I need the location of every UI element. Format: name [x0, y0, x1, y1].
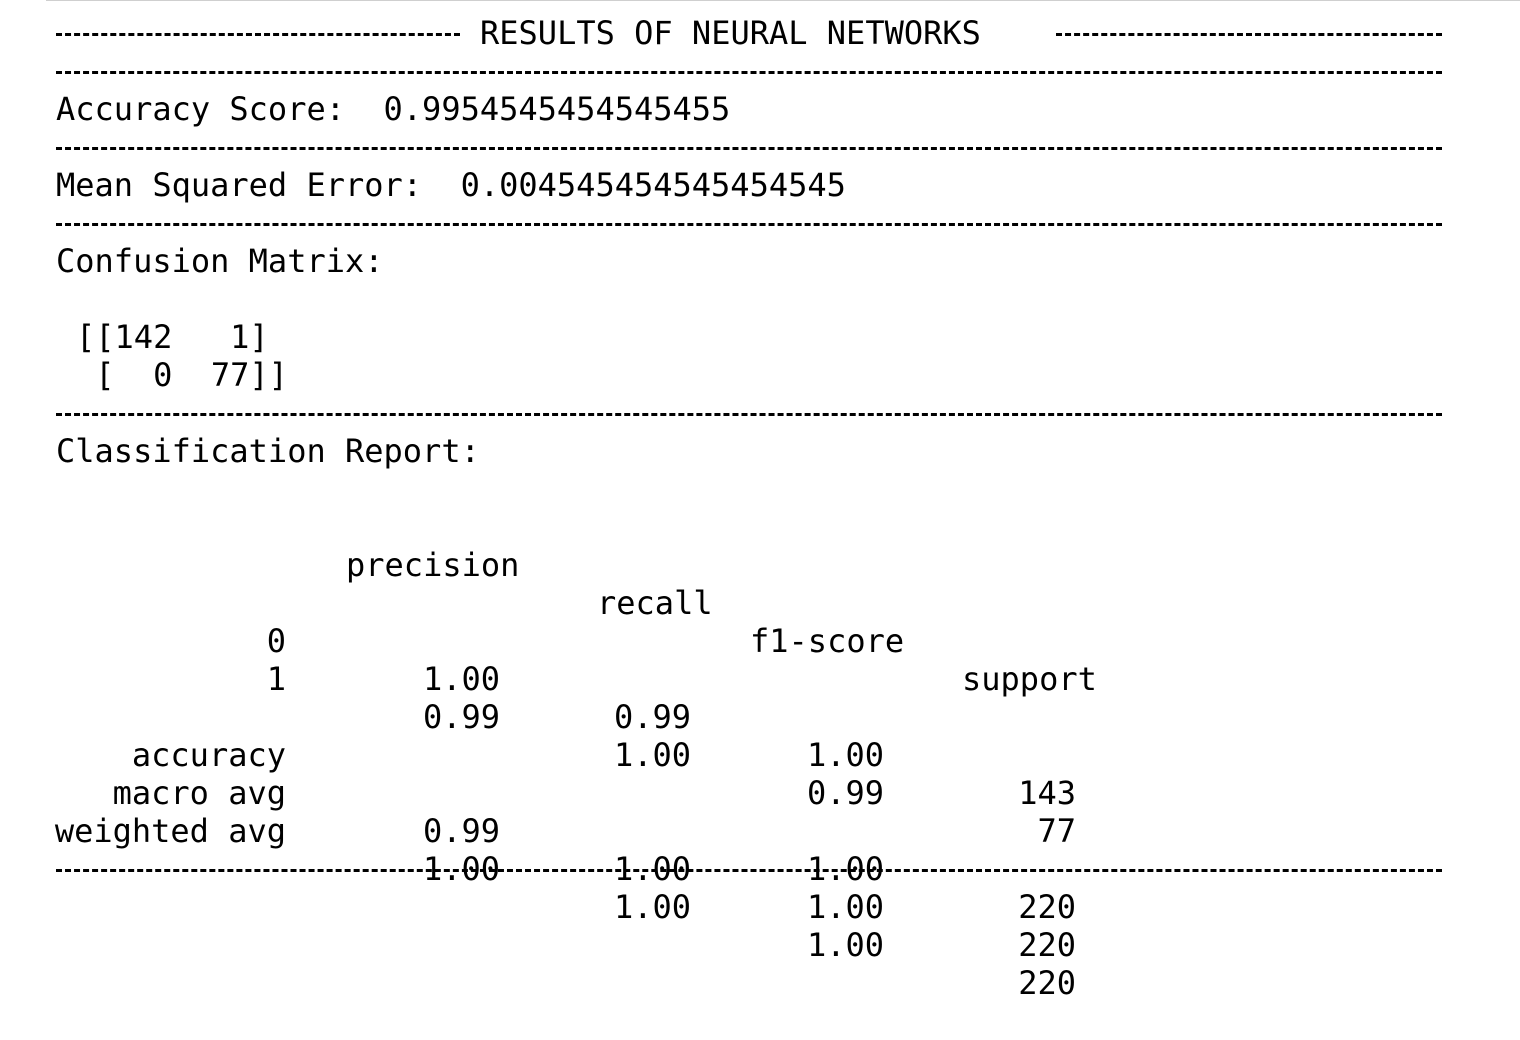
- accuracy-label: Accuracy Score:: [56, 90, 345, 128]
- blank-line: [56, 546, 1446, 584]
- report-row: 1 0.99 1.00 0.99 77: [56, 622, 1446, 850]
- results-title: RESULTS OF NEURAL NETWORKS: [480, 14, 981, 52]
- blank-line: [56, 470, 1446, 508]
- separator: [56, 52, 1446, 90]
- report-row: 0 1.00 0.99 1.00 143: [56, 584, 1446, 812]
- row-recall: 1.00: [613, 736, 691, 774]
- summary-label: macro avg: [112, 774, 286, 812]
- report-summary-row: weighted avg 1.00 1.00 1.00 220: [55, 774, 1446, 1002]
- header-f1-score: f1-score: [750, 622, 905, 660]
- header-precision: precision: [346, 546, 520, 584]
- accuracy-line: Accuracy Score: 0.9954545454545455: [56, 90, 1446, 128]
- row-label: 0: [266, 622, 286, 660]
- header-dash-right: [1056, 33, 1442, 36]
- confusion-label: Confusion Matrix:: [56, 242, 384, 280]
- row-label: 1: [266, 660, 286, 698]
- separator: [56, 128, 1446, 166]
- cell-top-border: [46, 0, 1520, 1]
- report-summary-row: macro avg 0.99 1.00 1.00 220: [56, 736, 1446, 964]
- report-label: Classification Report:: [56, 432, 480, 470]
- mse-line: Mean Squared Error: 0.004545454545454545: [56, 166, 1446, 204]
- header-support: support: [962, 660, 1097, 698]
- separator: [56, 394, 1446, 432]
- summary-f1: 1.00: [806, 926, 884, 964]
- summary-support: 220: [1018, 888, 1076, 926]
- summary-f1: 1.00: [806, 888, 884, 926]
- summary-recall: 1.00: [613, 888, 691, 926]
- summary-precision: 0.99: [422, 812, 500, 850]
- accuracy-value: 0.9954545454545455: [383, 90, 731, 128]
- confusion-row-1: [ 0 77]]: [76, 356, 288, 394]
- header-dash-left: [56, 33, 460, 36]
- confusion-row-0: [[142 1]: [76, 318, 269, 356]
- header-recall: recall: [597, 584, 713, 622]
- results-header: RESULTS OF NEURAL NETWORKS: [56, 14, 1446, 52]
- summary-label: accuracy: [131, 736, 286, 774]
- separator: [56, 850, 1446, 888]
- blank-line: [56, 660, 1446, 698]
- report-summary-row: accuracy 1.00 220: [56, 698, 1446, 926]
- row-recall: 0.99: [613, 698, 691, 736]
- row-precision: 1.00: [422, 660, 500, 698]
- blank-line: [56, 280, 1446, 318]
- row-precision: 0.99: [422, 698, 500, 736]
- mse-label: Mean Squared Error:: [56, 166, 423, 204]
- separator: [56, 204, 1446, 242]
- row-support: 77: [1037, 812, 1076, 850]
- row-f1: 0.99: [806, 774, 884, 812]
- mse-value: 0.004545454545454545: [460, 166, 846, 204]
- summary-support: 220: [1018, 964, 1076, 1002]
- notebook-output: RESULTS OF NEURAL NETWORKS Accuracy Scor…: [55, 14, 1446, 1002]
- row-support: 143: [1018, 774, 1076, 812]
- summary-support: 220: [1018, 926, 1076, 964]
- report-header-row: precision recall f1-score support: [56, 508, 1446, 698]
- summary-label: weighted avg: [54, 812, 286, 850]
- row-f1: 1.00: [806, 736, 884, 774]
